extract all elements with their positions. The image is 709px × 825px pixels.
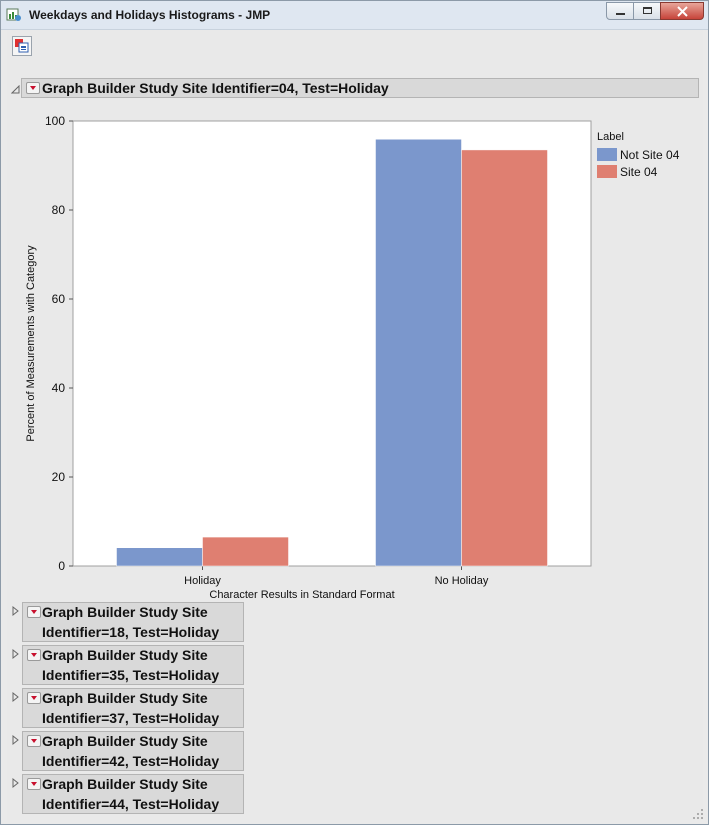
collapsed-report-title-line2: Identifier=44, Test=Holiday	[42, 796, 220, 812]
y-tick-label: 80	[52, 203, 66, 217]
graph-builder-chart: 0 20 40 60 80 100 Percent of Measurements with…	[25, 114, 680, 601]
collapsed-report-title-line2: Identifier=42, Test=Holiday	[42, 753, 220, 769]
collapsed-report-header[interactable]: Graph Builder Study Site Identifier=42, T…	[22, 731, 244, 771]
minimize-button[interactable]	[606, 2, 634, 20]
disclosure-collapsed-icon[interactable]	[12, 735, 20, 747]
red-triangle-menu-button[interactable]	[27, 649, 41, 661]
maximize-button[interactable]	[633, 2, 661, 20]
disclosure-collapsed-icon[interactable]	[12, 606, 20, 618]
legend-entry: Not Site 04	[620, 148, 680, 162]
bar-not-site-04	[375, 138, 462, 567]
y-tick-label: 0	[58, 559, 65, 573]
jmp-app-icon	[6, 8, 21, 21]
report-toolbar-button[interactable]	[12, 36, 32, 56]
legend-swatch	[597, 165, 617, 178]
collapsed-report-header[interactable]: Graph Builder Study Site Identifier=37, T…	[22, 688, 244, 728]
resize-grip-icon[interactable]	[692, 808, 704, 820]
red-triangle-menu-button[interactable]	[27, 692, 41, 704]
bar-not-site-04	[116, 547, 203, 567]
x-axis-label: Character Results in Standard Format	[209, 589, 394, 601]
red-triangle-menu-button[interactable]	[26, 82, 40, 94]
x-tick-label: No Holiday	[435, 575, 489, 587]
collapsed-report-title-line1: Graph Builder Study Site	[42, 690, 208, 706]
collapsed-report-title-line2: Identifier=35, Test=Holiday	[42, 667, 220, 683]
collapsed-report-header[interactable]: Graph Builder Study Site Identifier=44, T…	[22, 774, 244, 814]
collapsed-report-title-line1: Graph Builder Study Site	[42, 776, 208, 792]
legend-title: Label	[597, 131, 624, 143]
legend-entry: Site 04	[620, 165, 658, 179]
y-axis-label: Percent of Measurements with Category	[25, 245, 37, 442]
y-tick-label: 40	[52, 381, 66, 395]
x-tick-label: Holiday	[184, 575, 221, 587]
collapsed-report-header[interactable]: Graph Builder Study Site Identifier=18, T…	[22, 602, 244, 642]
y-tick-label: 20	[52, 470, 66, 484]
close-button[interactable]	[660, 2, 704, 20]
bar-site-04	[202, 536, 289, 567]
red-triangle-menu-button[interactable]	[27, 606, 41, 618]
red-triangle-menu-button[interactable]	[27, 735, 41, 747]
y-tick-label: 60	[52, 292, 66, 306]
disclosure-expanded-icon[interactable]	[11, 85, 21, 95]
title-bar: Weekdays and Holidays Histograms - JMP	[1, 1, 708, 30]
disclosure-collapsed-icon[interactable]	[12, 778, 20, 790]
collapsed-report-title-line2: Identifier=37, Test=Holiday	[42, 710, 220, 726]
main-report-title: Graph Builder Study Site Identifier=04, …	[42, 80, 389, 96]
bar-site-04	[461, 149, 548, 567]
window-title: Weekdays and Holidays Histograms - JMP	[29, 8, 271, 22]
report-icon	[15, 39, 29, 53]
disclosure-collapsed-icon[interactable]	[12, 649, 20, 661]
close-icon	[677, 6, 688, 17]
disclosure-collapsed-icon[interactable]	[12, 692, 20, 704]
collapsed-report-title-line1: Graph Builder Study Site	[42, 733, 208, 749]
report-content: Graph Builder Study Site Identifier=04, …	[7, 30, 703, 820]
red-triangle-menu-button[interactable]	[27, 778, 41, 790]
collapsed-report-header[interactable]: Graph Builder Study Site Identifier=35, T…	[22, 645, 244, 685]
collapsed-report-title-line1: Graph Builder Study Site	[42, 647, 208, 663]
main-report-header[interactable]: Graph Builder Study Site Identifier=04, …	[21, 78, 699, 98]
legend-swatch	[597, 148, 617, 161]
collapsed-report-title-line1: Graph Builder Study Site	[42, 604, 208, 620]
collapsed-report-title-line2: Identifier=18, Test=Holiday	[42, 624, 220, 640]
y-tick-label: 100	[45, 114, 65, 128]
